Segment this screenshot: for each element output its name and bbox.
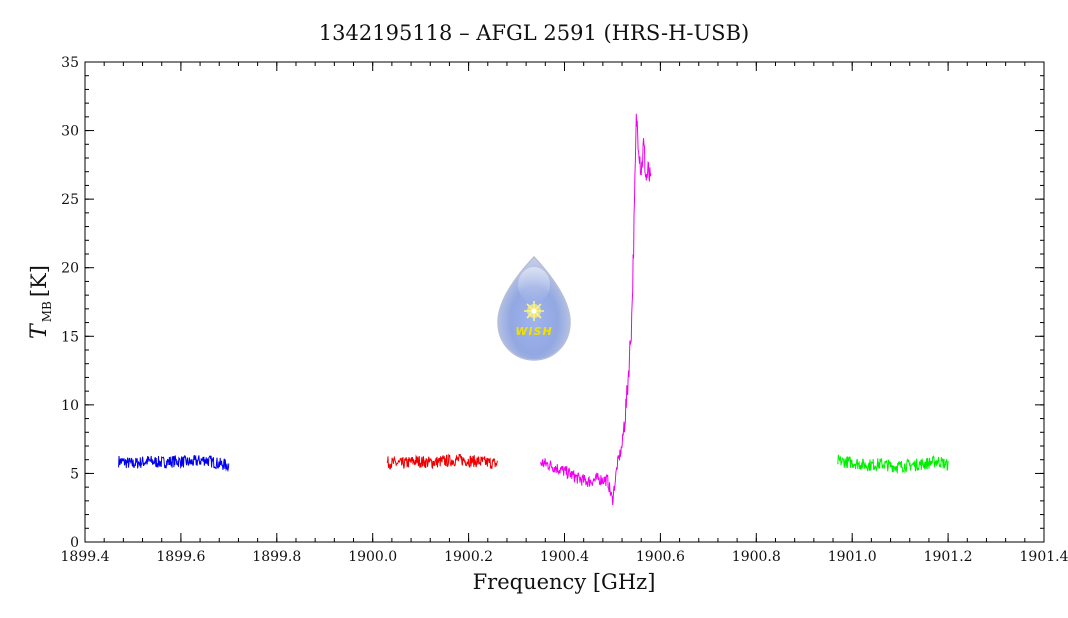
series-line-4 (837, 454, 949, 475)
x-tick-label: 1899.4 (61, 549, 110, 565)
x-tick-labels: 1899.4 1899.6 1899.8 1900.0 1900.2 1900.4 1900… (61, 549, 1068, 565)
axis-ticks (84, 61, 1045, 543)
series-line-1 (118, 454, 230, 473)
drop-highlight (518, 267, 550, 303)
x-tick-label: 1900.0 (348, 549, 397, 565)
y-tick-label: 20 (61, 261, 79, 277)
series-line-2 (386, 453, 498, 470)
y-tick-label: 5 (70, 466, 79, 482)
x-tick-label: 1901.4 (1020, 549, 1068, 565)
y-tick-label: 15 (61, 329, 79, 345)
x-axis-label: Frequency [GHz] (473, 570, 656, 594)
y-tick-label: 35 (61, 55, 79, 71)
logo-text: WISH (515, 325, 552, 338)
y-axis-unit: [K] (27, 265, 51, 297)
svg-text:TMB[K]: TMB [K] (27, 265, 54, 339)
wish-logo: WISH (497, 255, 571, 361)
x-tick-label: 1900.4 (540, 549, 589, 565)
series-line-3 (540, 113, 652, 506)
star-icon (524, 301, 544, 321)
x-tick-label: 1901.0 (828, 549, 877, 565)
x-tick-label: 1899.6 (156, 549, 205, 565)
series-layer (118, 113, 949, 506)
chart-title: 1342195118 – AFGL 2591 (HRS-H-USB) (319, 21, 749, 45)
y-axis-subscript: MB (40, 301, 54, 322)
y-tick-labels: 0 5 10 15 20 25 30 35 (61, 55, 79, 551)
x-tick-label: 1900.6 (636, 549, 685, 565)
x-tick-label: 1901.2 (924, 549, 973, 565)
y-tick-label: 10 (61, 398, 79, 414)
x-tick-label: 1900.2 (444, 549, 493, 565)
y-tick-label: 30 (61, 124, 79, 140)
y-axis-label: TMB [K] (27, 265, 54, 339)
x-tick-label: 1900.8 (732, 549, 781, 565)
x-tick-label: 1899.8 (252, 549, 301, 565)
y-tick-label: 25 (61, 192, 79, 208)
y-tick-label: 0 (70, 535, 79, 551)
y-axis-symbol: T (27, 322, 52, 339)
